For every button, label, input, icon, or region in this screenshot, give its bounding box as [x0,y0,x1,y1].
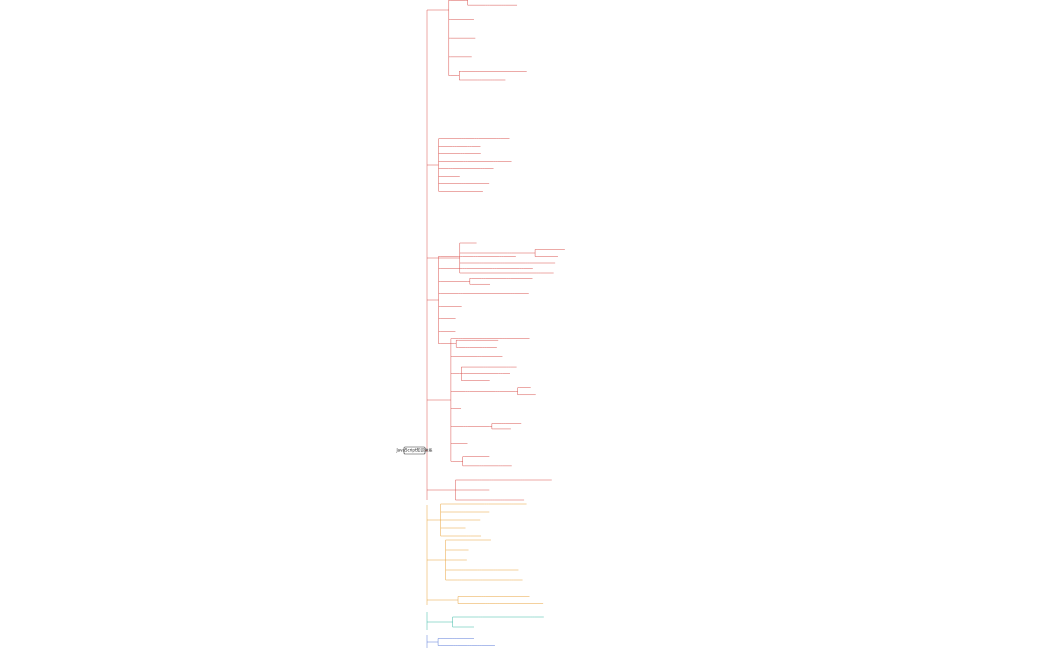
root-label: JavaScript知识体系 [395,447,432,453]
branches [424,0,565,648]
root-node [403,446,426,455]
